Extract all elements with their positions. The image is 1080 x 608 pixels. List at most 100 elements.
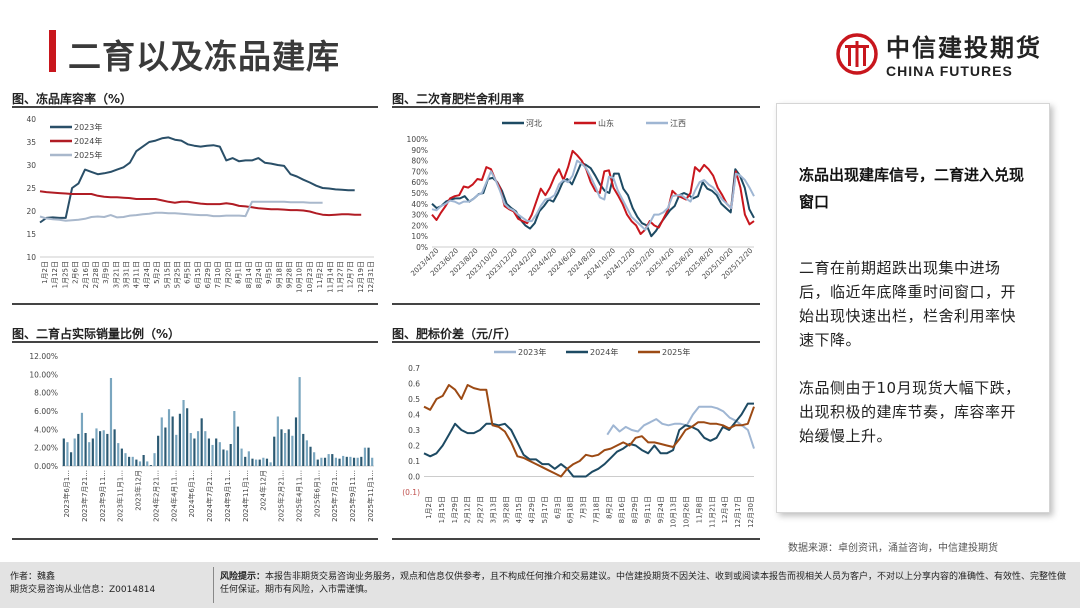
bar xyxy=(62,438,65,466)
bar xyxy=(305,440,308,466)
x-tick-label: 4月29日 xyxy=(528,496,536,523)
bar xyxy=(218,442,221,466)
footer: 作者：魏鑫 期货交易咨询从业信息：Z0014814 风险提示：本报告非期货交易咨… xyxy=(0,562,1080,608)
x-tick-label: 2024年6月1... xyxy=(187,470,196,517)
legend-label: 2023年 xyxy=(518,347,546,357)
bar xyxy=(193,438,196,466)
author: 作者：魏鑫 xyxy=(10,572,56,582)
y-tick-label: 6.00% xyxy=(34,407,58,416)
risk-label: 风险提示： xyxy=(220,572,266,582)
bar xyxy=(124,453,127,466)
bar xyxy=(287,429,290,466)
y-tick-label: 40% xyxy=(411,200,428,209)
bar xyxy=(66,442,69,466)
bar xyxy=(128,456,131,466)
x-tick-label: 2025年7月21... xyxy=(330,470,339,522)
chart-title: 图、肥标价差（元/斤） xyxy=(392,327,517,341)
series-line-河北 xyxy=(431,161,755,238)
summary-box: 冻品出现建库信号，二育进入兑现窗口 二育在前期超跌出现集中进场后，临近年底降重时… xyxy=(776,103,1050,513)
bar xyxy=(360,456,363,466)
bar xyxy=(262,457,265,466)
chart-panel-secondary-ratio: 图、二育占实际销量比例（%） 0.00% 2.00% 4.00% 6.00% 8.00%… xyxy=(12,325,378,540)
chart-title: 图、冻品库容率（%） xyxy=(12,92,133,106)
series-line-2024年 xyxy=(423,402,754,478)
bar xyxy=(233,411,236,466)
series-line-2023年 xyxy=(39,136,355,224)
bar xyxy=(327,454,330,466)
bar xyxy=(146,461,149,466)
bar xyxy=(102,430,105,466)
x-tick-label: 8月24日 xyxy=(255,261,263,288)
x-tick-label: 2023年9月11... xyxy=(98,470,107,522)
bar xyxy=(265,458,269,466)
bar xyxy=(331,454,334,466)
bar xyxy=(200,418,203,466)
x-tick-label: 9月18日 xyxy=(275,261,283,288)
y-tick-label: (0.1) xyxy=(402,488,420,497)
legend-label: 2025年 xyxy=(74,150,102,160)
bar xyxy=(309,446,312,466)
bar xyxy=(95,428,98,466)
bar xyxy=(73,438,76,466)
bar xyxy=(69,452,73,466)
x-tick-label: 2023年12月 xyxy=(134,470,143,511)
bar xyxy=(175,434,178,466)
chart-pen-utilization: 0%10%20%30%40%50%60%70%80%90%100%2023/4/… xyxy=(407,118,755,281)
x-tick-label: 2024年2月21... xyxy=(151,470,160,522)
x-tick-label: 6月3日 xyxy=(554,496,562,519)
x-tick-label: 2023年6月1... xyxy=(62,470,71,517)
bar xyxy=(276,416,279,466)
y-tick-label: 0.5 xyxy=(408,395,420,404)
bar xyxy=(323,457,327,466)
bar xyxy=(356,457,359,466)
bar xyxy=(117,443,120,466)
x-tick-label: 3月31日 xyxy=(123,261,131,288)
x-tick-label: 2025年11月1... xyxy=(366,470,375,522)
bar xyxy=(131,456,134,466)
legend-label: 河北 xyxy=(526,118,542,128)
series-line-2025年 xyxy=(39,200,323,222)
x-tick-label: 2月27日 xyxy=(477,496,485,523)
bar xyxy=(153,453,156,466)
y-tick-label: 70% xyxy=(411,167,428,176)
bar xyxy=(157,435,160,466)
x-tick-label: 2024年7月21... xyxy=(205,470,214,522)
y-tick-label: 4.00% xyxy=(34,425,58,434)
logo-emblem-icon xyxy=(836,32,878,75)
x-tick-label: 10月26日 xyxy=(683,496,691,528)
bar xyxy=(88,442,91,466)
x-tick-label: 5月25日 xyxy=(173,261,181,288)
y-tick-label: 40 xyxy=(26,115,36,124)
page-title: 二育以及冻品建库 xyxy=(68,37,340,76)
legend-label: 2025年 xyxy=(662,347,690,357)
x-tick-label: 7月20日 xyxy=(224,261,232,288)
x-tick-label: 2025年9月11... xyxy=(348,470,357,522)
x-tick-label: 1月29日 xyxy=(451,496,459,523)
bar xyxy=(99,431,102,466)
y-tick-label: 35 xyxy=(26,138,36,147)
x-tick-label: 1月12日 xyxy=(51,261,59,288)
footer-divider xyxy=(213,567,214,603)
x-tick-label: 11月2日 xyxy=(316,261,324,288)
y-tick-label: 80% xyxy=(411,157,428,166)
x-tick-label: 2023年7月21... xyxy=(80,470,89,522)
bar xyxy=(251,458,254,466)
bar xyxy=(178,413,181,466)
bar xyxy=(255,459,258,466)
bar xyxy=(240,448,243,466)
x-tick-label: 8月2日 xyxy=(605,496,613,519)
chart-panel-pen-utilization: 图、二次育肥栏舍利用率 0% 10% 20% 30% 40% 50% 60% 70% 80% 90… xyxy=(392,90,760,305)
summary-headline: 冻品出现建库信号，二育进入兑现窗口 xyxy=(799,166,1025,211)
bar xyxy=(77,433,80,466)
x-tick-label: 3月9日 xyxy=(102,261,110,284)
x-tick-label: 2024年4月11... xyxy=(169,470,178,522)
y-tick-label: 20 xyxy=(26,207,36,216)
chart-panel-freezer-rate: 图、冻品库容率（%） 10 15 20 25 30 35 40 1月2日 1月12日 1月25日 2… xyxy=(12,90,378,305)
x-tick-label: 12月4日 xyxy=(721,496,729,523)
y-tick-label: 2.00% xyxy=(34,444,58,453)
y-tick-label: 50% xyxy=(411,189,428,198)
bar xyxy=(207,438,211,466)
bar xyxy=(367,447,370,466)
bar xyxy=(284,433,287,466)
x-tick-label: 2025年2月21... xyxy=(277,470,286,522)
